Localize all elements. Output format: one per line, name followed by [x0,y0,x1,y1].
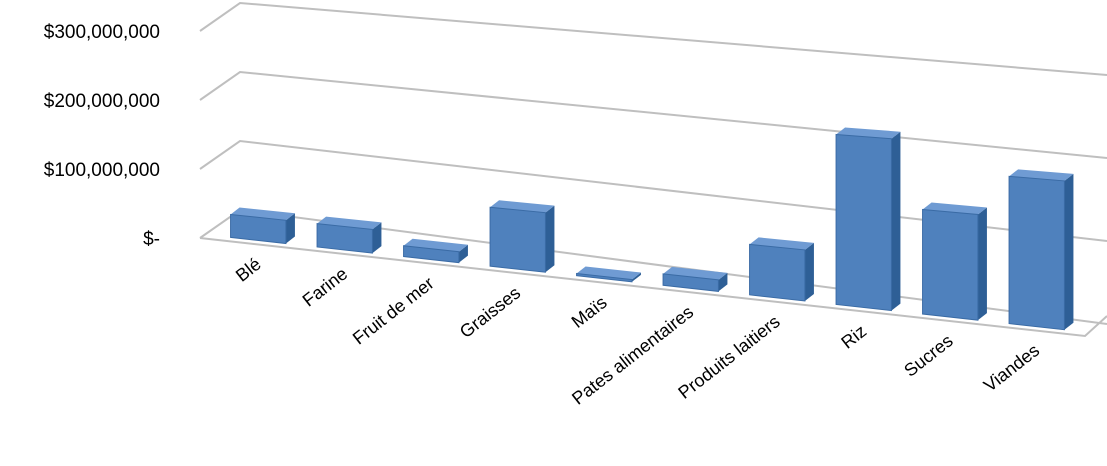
bar-top [317,216,382,230]
bar [922,202,987,321]
bar-side [977,207,987,321]
bar-top [1009,169,1074,181]
bar [316,216,382,254]
x-tick-label: Maïs [568,292,611,332]
bar-side [372,222,382,254]
gridline [199,70,1107,159]
bar-side [458,244,468,263]
bar-top [230,207,295,221]
bar-side [804,242,814,301]
x-tick-label: Produits laitiers [674,311,783,403]
bar-front [749,243,806,302]
x-tick-label: Graisses [456,283,524,342]
bar-side [891,131,901,311]
bar-top [836,127,901,139]
y-tick-label: $300,000,000 [44,22,160,43]
x-tick-label: Riz [837,321,870,353]
bar-front [403,245,460,264]
bar-front [1008,175,1065,331]
bars [230,127,1074,331]
x-tick-label: Sucres [900,330,956,380]
bar-front [576,272,633,283]
bar [230,207,295,245]
y-axis-tick-labels: $- $100,000,000 $200,000,000 $300,000,000 [44,22,160,250]
gridline [199,139,1107,242]
bar-front [835,133,892,312]
bar [1008,169,1074,331]
bar [662,266,728,292]
bar-side [631,272,641,282]
bar [489,200,555,273]
bar-side [718,272,728,292]
bar-side [1064,173,1074,330]
bar [403,238,468,264]
bar-top [490,200,555,213]
x-tick-label: Fruit de mer [349,273,438,348]
y-tick-label: $- [143,229,160,250]
bar-front [922,208,979,321]
bar-top [922,202,987,215]
y-tick-label: $100,000,000 [44,160,160,181]
gridline [199,1,1107,76]
bar [749,237,814,302]
floor-edge [199,237,1107,338]
y-tick-label: $200,000,000 [44,91,160,112]
bar-top [749,237,814,250]
bar-top [663,266,728,280]
bar-front [662,273,719,292]
bar-front [230,213,287,245]
bar-side [545,205,555,273]
bar [835,127,901,312]
x-tick-label: Blé [232,254,265,286]
bar-side [285,213,295,244]
bar-front [489,206,546,273]
x-tick-label: Farine [299,263,352,310]
x-tick-label: Viandes [980,340,1043,396]
bar-top [576,266,641,280]
bar-top [403,238,468,252]
bar-front [316,223,373,254]
bar [576,266,641,283]
